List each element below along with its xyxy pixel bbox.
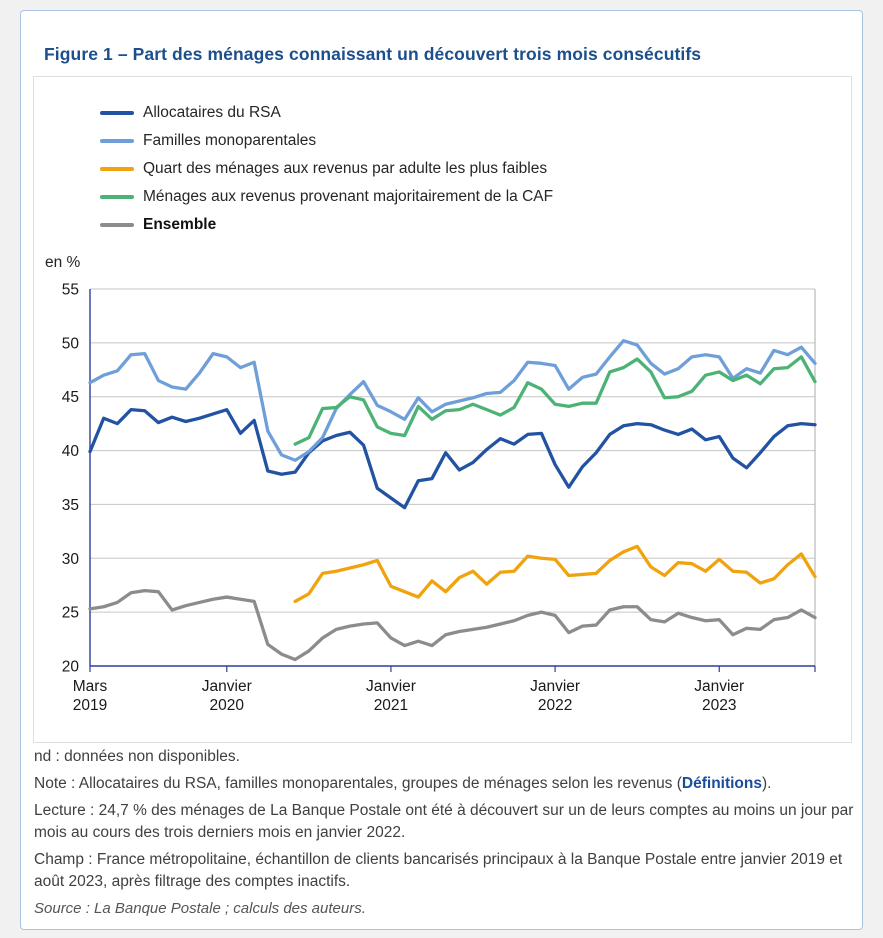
- legend-item-caf: Ménages aux revenus provenant majoritair…: [100, 183, 553, 211]
- legend-label-caf: Ménages aux revenus provenant majoritair…: [143, 188, 554, 205]
- x-tick-label-2019: Mars 2019: [73, 678, 108, 714]
- note-text-suffix: ).: [762, 775, 772, 792]
- y-tick-label-45: 45: [62, 389, 79, 406]
- legend-label-rsa: Allocataires du RSA: [143, 104, 281, 121]
- legend-item-ensemble: Ensemble: [100, 211, 553, 239]
- legend-swatch-ensemble: [100, 223, 134, 227]
- legend-swatch-quart-revenus-faibles: [100, 167, 134, 171]
- series-line-1: [88, 339, 817, 462]
- series-line-2: [293, 544, 817, 604]
- legend-swatch-rsa: [100, 111, 134, 115]
- chart-legend: Allocataires du RSA Familles monoparenta…: [100, 99, 553, 239]
- x-tick-label-2023: Janvier 2023: [694, 678, 744, 714]
- figure-title: Figure 1 – Part des ménages connaissant …: [44, 44, 702, 64]
- y-tick-label-35: 35: [62, 497, 79, 514]
- figure-card: Figure 1 – Part des ménages connaissant …: [20, 10, 863, 930]
- series-line-3: [293, 355, 817, 446]
- definitions-link[interactable]: Définitions: [681, 775, 762, 792]
- note-nd: nd : données non disponibles.: [34, 748, 240, 765]
- note-lecture: Lecture : 24,7 % des ménages de La Banqu…: [34, 802, 854, 841]
- legend-label-quart-revenus-faibles: Quart des ménages aux revenus par adulte…: [143, 160, 548, 177]
- note-champ: Champ : France métropolitaine, échantill…: [34, 851, 843, 890]
- legend-label-ensemble: Ensemble: [143, 216, 217, 233]
- x-tick-label-2020: Janvier 2020: [202, 678, 252, 714]
- figure-notes: nd : données non disponibles. Note : All…: [34, 746, 854, 925]
- legend-item-rsa: Allocataires du RSA: [100, 99, 553, 127]
- chart-container: [33, 76, 852, 743]
- note-definition-line: Note : Allocataires du RSA, familles mon…: [34, 773, 854, 795]
- note-text: Note : Allocataires du RSA, familles mon…: [34, 775, 682, 792]
- y-tick-label-50: 50: [62, 335, 80, 352]
- x-tick-label-2021: Janvier 2021: [366, 678, 416, 714]
- y-tick-label-20: 20: [62, 659, 80, 676]
- y-tick-label-25: 25: [62, 605, 79, 622]
- legend-label-monoparentales: Familles monoparentales: [143, 132, 317, 149]
- series-line-0: [88, 407, 817, 510]
- legend-item-monoparentales: Familles monoparentales: [100, 127, 553, 155]
- series-line-4: [88, 588, 817, 662]
- y-tick-label-30: 30: [62, 551, 80, 568]
- x-tick-label-2022: Janvier 2022: [530, 678, 580, 714]
- legend-swatch-caf: [100, 195, 134, 199]
- legend-swatch-monoparentales: [100, 139, 134, 143]
- y-axis-unit-label: en %: [45, 254, 81, 271]
- line-chart-plot: 20 25 30 35 40 45 50 55 Mars 2019 Janvier 2020 Janvi…: [62, 282, 817, 714]
- y-tick-label-40: 40: [62, 443, 80, 460]
- note-source: Source : La Banque Postale ; calculs des…: [34, 900, 366, 917]
- legend-item-quart-revenus-faibles: Quart des ménages aux revenus par adulte…: [100, 155, 553, 183]
- y-tick-label-55: 55: [62, 282, 79, 299]
